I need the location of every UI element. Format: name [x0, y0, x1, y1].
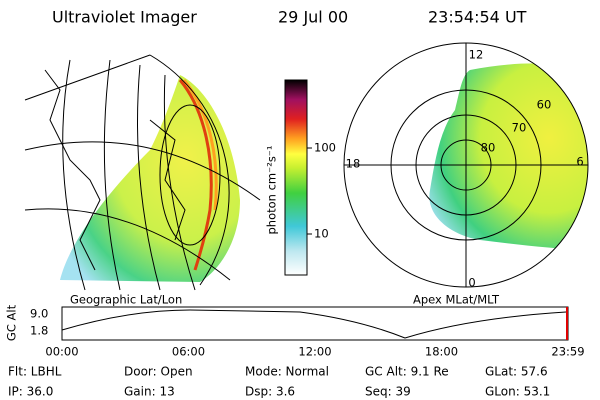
- altitude-label: GC Alt: [5, 304, 19, 341]
- colorbar-unit: photon cm⁻²s⁻¹: [265, 146, 279, 235]
- altitude-y-label: 1.8: [30, 324, 48, 338]
- instrument: Ultraviolet Imager: [52, 8, 197, 27]
- mlt-label: 0: [468, 276, 475, 290]
- altitude-frame: [61, 306, 569, 341]
- time-label: 06:00: [172, 345, 205, 359]
- info-field: Seq: 39: [365, 385, 411, 399]
- info-field: IP: 36.0: [8, 385, 53, 399]
- lat-label: 70: [512, 121, 527, 135]
- colorbar-tick: 10: [314, 227, 329, 241]
- time-label: 12:00: [298, 345, 331, 359]
- info-field: Door: Open: [124, 365, 193, 379]
- right-panel-label: Apex MLat/MLT: [413, 293, 500, 307]
- date: 29 Jul 00: [278, 8, 348, 27]
- time-label: 00:00: [45, 345, 78, 359]
- time-label: 23:59: [551, 345, 584, 359]
- left-panel-label: Geographic Lat/Lon: [70, 293, 182, 307]
- info-field: GC Alt: 9.1 Re: [365, 365, 449, 379]
- info-field: GLat: 57.6: [485, 365, 548, 379]
- lat-label: 60: [537, 98, 552, 112]
- info-field: Dsp: 3.6: [245, 385, 295, 399]
- info-field: Mode: Normal: [245, 365, 329, 379]
- lat-label: 80: [481, 141, 496, 155]
- colorbar: [284, 79, 308, 276]
- geo-image: [24, 54, 261, 291]
- info-field: GLon: 53.1: [485, 385, 550, 399]
- polar-image: [429, 63, 588, 250]
- mlt-label: 6: [576, 155, 583, 169]
- time-label: 18:00: [425, 345, 458, 359]
- mlt-label: 18: [346, 157, 361, 171]
- info-field: Flt: LBHL: [8, 365, 62, 379]
- info-field: Gain: 13: [124, 385, 175, 399]
- time: 23:54:54 UT: [428, 8, 527, 27]
- polar-grid: [343, 42, 589, 288]
- colorbar-tick: 100: [314, 141, 336, 155]
- altitude-y-label: 9.0: [30, 307, 48, 321]
- mlt-label: 12: [469, 48, 484, 62]
- altitude-curve: [61, 309, 567, 339]
